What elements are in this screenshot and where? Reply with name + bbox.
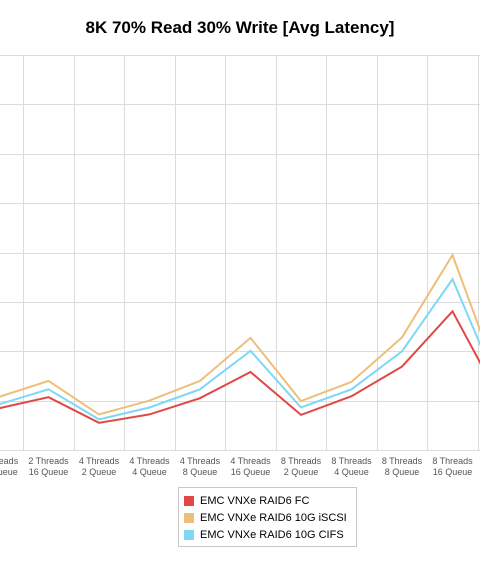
legend-label: EMC VNXe RAID6 FC (200, 494, 310, 507)
series-line-1 (0, 309, 480, 424)
chart-legend: EMC VNXe RAID6 FC EMC VNXe RAID6 10G iSCS… (178, 487, 357, 547)
chart-title: 8K 70% Read 30% Write [Avg Latency] (85, 18, 395, 37)
x-tick-label: 4 Threads 8 Queue (180, 456, 221, 477)
series-line-2 (0, 252, 480, 416)
legend-item: EMC VNXe RAID6 10G CIFS (184, 526, 356, 543)
x-tick-label: 8 Threads 8 Queue (382, 456, 423, 477)
legend-item: EMC VNXe RAID6 10G iSCSI (184, 509, 356, 526)
legend-swatch (184, 495, 194, 506)
x-tick-label: 2 Threads 16 Queue (28, 456, 69, 477)
x-tick-label: 8 Threads 2 Queue (281, 456, 322, 477)
x-tick-label: 8 Threads 4 Queue (331, 456, 372, 477)
x-tick-label: 4 Threads 2 Queue (79, 456, 120, 477)
legend-swatch (184, 512, 194, 523)
x-tick-label: 4 Threads 4 Queue (129, 456, 170, 477)
legend-label: EMC VNXe RAID6 10G CIFS (200, 528, 344, 541)
x-tick-label: 4 Threads 16 Queue (230, 456, 271, 477)
series-line-3 (0, 277, 480, 421)
legend-item: EMC VNXe RAID6 FC (184, 492, 356, 509)
legend-swatch (184, 529, 194, 540)
legend-label: EMC VNXe RAID6 10G iSCSI (200, 511, 347, 524)
